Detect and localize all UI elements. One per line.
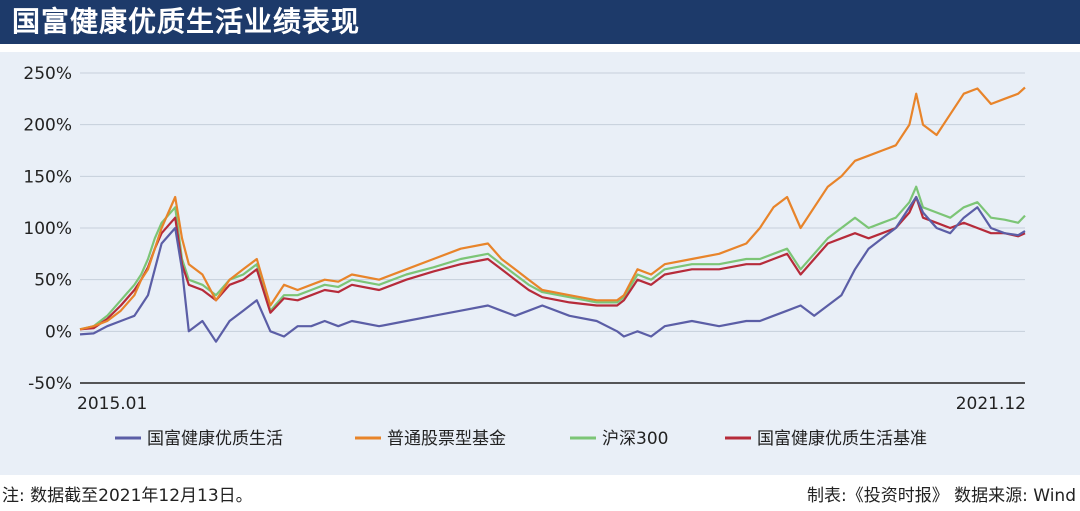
y-tick-label: 50% [34, 271, 72, 291]
y-axis-ticks: -50% 0% 50% 100% 150% 200% 250% [23, 64, 72, 394]
x-tick-label-end: 2021.12 [956, 394, 1026, 414]
footer-source: 制表:《投资时报》 数据来源: Wind [807, 486, 1076, 506]
x-axis-ticks: 2015.01 2021.12 [77, 394, 1026, 414]
legend-label-3: 国富健康优质生活基准 [757, 429, 927, 449]
y-tick-label: 150% [23, 167, 72, 187]
legend-label-2: 沪深300 [602, 429, 668, 449]
y-tick-label: 200% [23, 116, 72, 136]
y-tick-label: 100% [23, 219, 72, 239]
y-tick-label: 0% [45, 322, 72, 342]
x-tick-label-start: 2015.01 [77, 394, 147, 414]
title-bar: 国富健康优质生活业绩表现 [0, 0, 1080, 44]
y-tick-label: 250% [23, 64, 72, 84]
legend: 国富健康优质生活 普通股票型基金 沪深300 国富健康优质生活基准 [115, 429, 927, 449]
legend-label-0: 国富健康优质生活 [147, 429, 283, 449]
gridlines [80, 72, 1025, 384]
line-chart: -50% 0% 50% 100% 150% 200% 250% 2015.01 2021.12… [23, 64, 1026, 449]
series-lines [79, 86, 1026, 343]
series-line-2 [79, 185, 1026, 331]
chart-title: 国富健康优质生活业绩表现 [12, 5, 361, 38]
legend-label-1: 普通股票型基金 [387, 429, 506, 449]
series-line-0 [79, 195, 1026, 343]
series-line-1 [79, 86, 1026, 331]
y-tick-label: -50% [28, 374, 72, 394]
footer-note: 注: 数据截至2021年12月13日。 [2, 486, 253, 506]
